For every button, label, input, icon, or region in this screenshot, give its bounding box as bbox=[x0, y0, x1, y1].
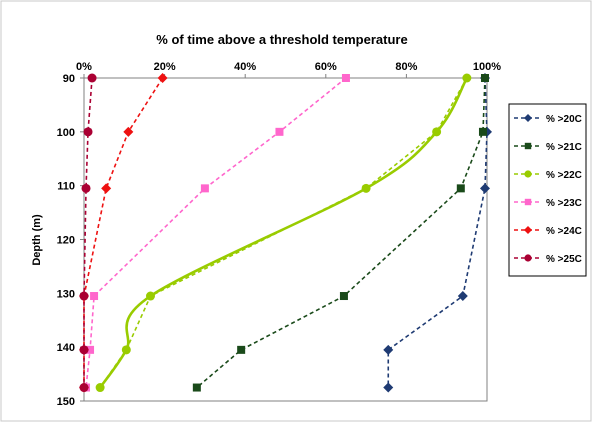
data-point bbox=[432, 127, 442, 137]
legend-item: % >21C bbox=[514, 142, 582, 153]
data-point bbox=[462, 73, 472, 83]
y-tick-label: 130 bbox=[57, 288, 75, 300]
data-point bbox=[457, 291, 468, 302]
y-axis-label: Depth (m) bbox=[31, 214, 43, 266]
data-point bbox=[341, 74, 350, 82]
legend-item: % >22C bbox=[514, 170, 582, 181]
legend: % >20C % >21C % >22C % >23C % >24C % >25C bbox=[508, 103, 587, 277]
data-point bbox=[123, 126, 134, 137]
data-point bbox=[192, 383, 201, 392]
legend-swatch-marker bbox=[524, 142, 532, 150]
data-point bbox=[480, 74, 489, 82]
series-line bbox=[83, 77, 93, 388]
x-tick-label: 20% bbox=[154, 61, 176, 73]
data-point bbox=[79, 291, 89, 301]
series-line bbox=[99, 77, 468, 388]
y-tick-label: 100 bbox=[57, 127, 75, 139]
data-point bbox=[479, 183, 490, 194]
data-point bbox=[87, 73, 97, 83]
y-tick-label: 140 bbox=[57, 342, 75, 354]
data-point bbox=[383, 382, 394, 393]
x-tick-label: 80% bbox=[395, 61, 417, 73]
y-tick-label: 90 bbox=[63, 73, 75, 85]
data-point bbox=[478, 127, 487, 136]
data-point bbox=[83, 127, 93, 137]
data-point bbox=[145, 291, 155, 301]
series-1 bbox=[192, 74, 489, 392]
legend-swatch-marker bbox=[524, 114, 532, 122]
legend-swatch-marker bbox=[524, 226, 532, 234]
data-point bbox=[383, 344, 394, 355]
legend-item: % >23C bbox=[514, 198, 582, 209]
series-line bbox=[85, 77, 347, 388]
data-point bbox=[121, 345, 131, 355]
legend-box bbox=[508, 103, 587, 277]
data-point bbox=[456, 184, 465, 193]
data-point bbox=[157, 73, 168, 83]
data-point bbox=[275, 127, 284, 136]
series-line bbox=[196, 77, 486, 389]
y-tick-label: 150 bbox=[57, 396, 75, 408]
data-point bbox=[237, 345, 246, 354]
y-tick-label: 120 bbox=[57, 235, 75, 247]
data-point bbox=[339, 292, 348, 301]
legend-label: % >25C bbox=[546, 254, 582, 265]
x-tick-label: 60% bbox=[315, 61, 337, 73]
chart-title: % of time above a threshold temperature bbox=[156, 32, 407, 47]
series-layer bbox=[79, 73, 492, 393]
x-tick-label: 40% bbox=[234, 61, 256, 73]
data-point bbox=[81, 183, 91, 193]
legend-swatch-marker bbox=[524, 254, 532, 262]
legend-label: % >24C bbox=[546, 226, 582, 237]
legend-label: % >20C bbox=[546, 114, 582, 125]
x-tick-label: 0% bbox=[76, 61, 92, 73]
series-5 bbox=[79, 73, 97, 393]
data-point bbox=[95, 383, 105, 393]
data-point bbox=[86, 345, 95, 354]
legend-label: % >22C bbox=[546, 170, 582, 181]
data-point bbox=[361, 183, 371, 193]
y-tick-label: 110 bbox=[57, 181, 75, 193]
legend-label: % >23C bbox=[546, 198, 582, 209]
data-point bbox=[79, 345, 89, 355]
series-2 bbox=[95, 73, 472, 393]
legend-item: % >24C bbox=[514, 226, 582, 237]
legend-label: % >21C bbox=[546, 142, 582, 153]
legend-swatch-marker bbox=[524, 170, 532, 178]
series-line bbox=[387, 77, 488, 388]
series-line bbox=[83, 77, 164, 388]
legend-swatch-marker bbox=[524, 198, 532, 206]
legend-item: % >20C bbox=[514, 114, 582, 125]
x-tick-label: 100% bbox=[473, 61, 501, 73]
legend-item: % >25C bbox=[514, 254, 582, 265]
data-point bbox=[90, 292, 99, 301]
data-point bbox=[79, 383, 89, 393]
data-point bbox=[200, 184, 209, 193]
data-point bbox=[101, 183, 112, 194]
